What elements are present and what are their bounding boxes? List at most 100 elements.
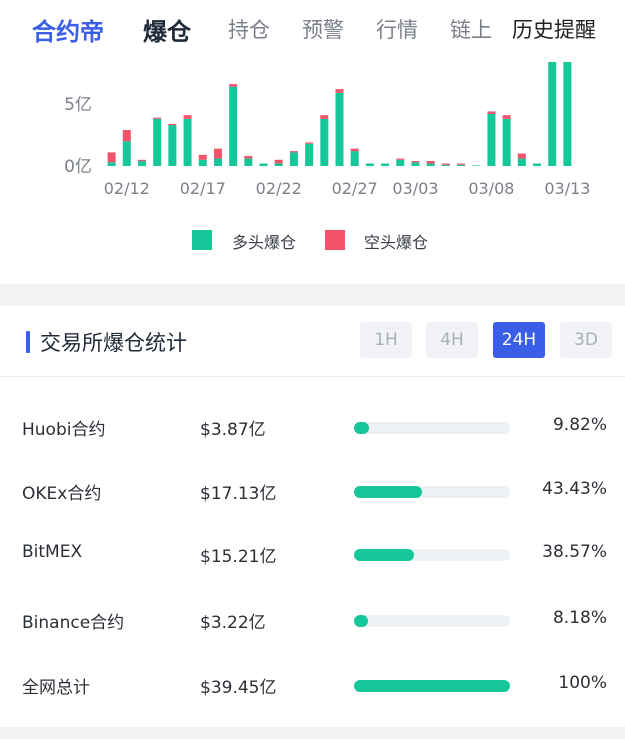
long-liquidation-bar (213, 158, 222, 166)
long-liquidation-bar (365, 163, 374, 166)
short-liquidation-bar (183, 115, 192, 119)
long-liquidation-bar (426, 163, 435, 166)
legend-short-swatch (325, 230, 345, 250)
long-liquidation-bar (502, 118, 511, 166)
short-liquidation-bar (411, 161, 420, 163)
x-tick-label: 02/12 (104, 179, 150, 198)
long-liquidation-bar (305, 143, 314, 166)
long-liquidation-bar (335, 92, 344, 166)
timeframe-1h-button[interactable]: 1H (360, 322, 412, 358)
tab-onchain[interactable]: 链上 (450, 18, 492, 42)
share-bar-track (354, 486, 510, 498)
long-liquidation-bar (289, 152, 298, 166)
long-liquidation-bar (320, 118, 329, 166)
long-liquidation-bar (274, 163, 283, 166)
tab-history-alerts[interactable]: 历史提醒 (512, 18, 596, 42)
share-bar-fill (354, 422, 369, 434)
tab-market[interactable]: 行情 (376, 18, 418, 42)
long-liquidation-bar (350, 151, 359, 166)
timeframe-4h-button[interactable]: 4H (426, 322, 478, 358)
exchange-amount: $17.13亿 (200, 484, 277, 504)
short-liquidation-bar (289, 151, 298, 153)
brand-logo[interactable]: 合约帝 (32, 18, 104, 46)
exchange-share-percent: 38.57% (542, 542, 607, 562)
short-liquidation-bar (274, 159, 283, 164)
long-liquidation-bar (122, 141, 131, 166)
y-tick-label: 0亿 (64, 157, 92, 177)
short-liquidation-bar (122, 130, 131, 142)
x-tick-label: 02/22 (256, 179, 302, 198)
long-liquidation-bar (381, 163, 390, 166)
short-liquidation-bar (305, 142, 314, 144)
exchange-row-total: 全网总计 $39.45亿 100% (0, 665, 625, 705)
long-liquidation-bar (517, 158, 526, 166)
exchange-name: Binance合约 (22, 613, 125, 633)
exchange-name: OKEx合约 (22, 484, 102, 504)
x-tick-label: 03/03 (392, 179, 438, 198)
exchange-share-percent: 8.18% (552, 608, 607, 628)
y-tick-label: 5亿 (64, 95, 92, 115)
x-tick-label: 02/17 (180, 179, 226, 198)
share-bar-track (354, 549, 510, 561)
tab-alerts[interactable]: 预警 (302, 18, 344, 42)
timeframe-24h-button[interactable]: 24H (493, 322, 545, 358)
share-bar-fill (354, 486, 422, 498)
exchange-share-percent: 100% (558, 673, 607, 693)
exchange-row-binance: Binance合约 $3.22亿 8.18% (0, 600, 625, 640)
share-bar-track (354, 615, 510, 627)
short-liquidation-bar (168, 123, 177, 126)
x-tick-label: 02/27 (332, 179, 378, 198)
long-liquidation-bar (198, 159, 207, 166)
long-liquidation-bar (107, 162, 116, 166)
legend-long-label: 多头爆仓 (232, 233, 297, 252)
exchange-row-bitmex: BitMEX $15.21亿 38.57% (0, 534, 625, 574)
share-bar-track (354, 680, 510, 692)
top-nav: 合约帝 爆仓 持仓 预警 行情 链上 历史提醒 (0, 0, 625, 62)
long-liquidation-bar (229, 86, 238, 166)
x-tick-label: 03/08 (468, 179, 514, 198)
short-liquidation-bar (320, 115, 329, 119)
share-bar-fill (354, 615, 368, 627)
short-liquidation-bar (426, 161, 435, 164)
share-bar-track (354, 422, 510, 434)
short-liquidation-bar (335, 89, 344, 93)
section-accent-bar (26, 331, 30, 353)
legend-short-label: 空头爆仓 (364, 233, 429, 252)
short-liquidation-bar (137, 159, 146, 162)
exchange-share-percent: 9.82% (552, 415, 607, 435)
exchange-row-huobi: Huobi合约 $3.87亿 9.82% (0, 407, 625, 447)
exchange-amount: $39.45亿 (200, 678, 277, 698)
long-liquidation-bar (153, 118, 162, 166)
long-liquidation-bar (563, 62, 572, 167)
timeframe-3d-button[interactable]: 3D (560, 322, 612, 358)
short-liquidation-bar (441, 163, 450, 165)
liquidation-chart-card: 0亿 5亿 02/12 02/17 02/22 02/27 03/03 03/08 03/13 … (0, 62, 625, 284)
exchange-name: Huobi合约 (22, 420, 106, 440)
tab-positions[interactable]: 持仓 (228, 18, 270, 42)
legend-long-swatch (192, 230, 212, 250)
long-liquidation-bar (411, 162, 420, 166)
liquidation-bar-chart: 0亿 5亿 02/12 02/17 02/22 02/27 03/03 03/08 03/13 (64, 62, 590, 198)
exchange-stats-header: 交易所爆仓统计 1H 4H 24H 3D (0, 306, 625, 377)
x-tick-label: 03/13 (544, 179, 590, 198)
section-title: 交易所爆仓统计 (40, 331, 187, 355)
exchange-row-okex: OKEx合约 $17.13亿 43.43% (0, 471, 625, 511)
long-liquidation-bar (533, 163, 542, 166)
exchange-stats-list: Huobi合约 $3.87亿 9.82% OKEx合约 $17.13亿 43.4… (0, 377, 625, 727)
short-liquidation-bar (229, 84, 238, 87)
short-liquidation-bar (350, 148, 359, 152)
short-liquidation-bar (502, 115, 511, 119)
bottom-divider (0, 727, 625, 739)
long-liquidation-bar (244, 158, 253, 166)
long-liquidation-bar (168, 125, 177, 166)
exchange-name: 全网总计 (22, 678, 90, 698)
short-liquidation-bar (153, 117, 162, 119)
short-liquidation-bar (107, 152, 116, 163)
long-liquidation-bar (259, 163, 268, 166)
short-liquidation-bar (396, 158, 405, 160)
chart-legend: 多头爆仓 空头爆仓 (0, 224, 625, 254)
short-liquidation-bar (487, 111, 496, 114)
exchange-amount: $3.87亿 (200, 420, 266, 440)
tab-liquidation[interactable]: 爆仓 (143, 18, 191, 46)
exchange-amount: $15.21亿 (200, 547, 277, 567)
